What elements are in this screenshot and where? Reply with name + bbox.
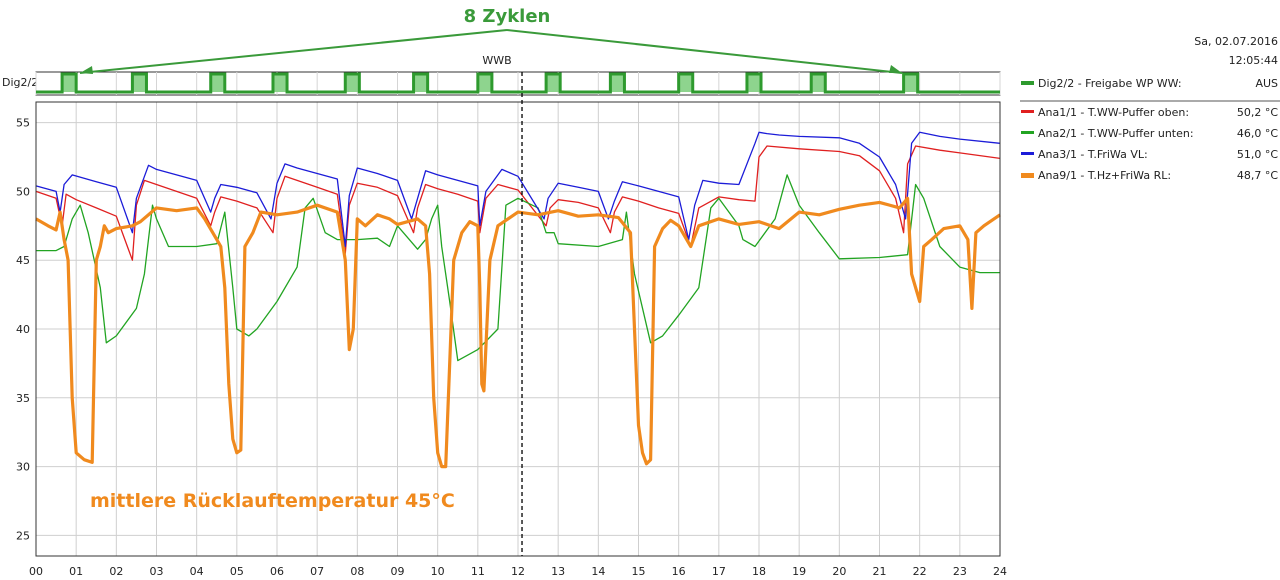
x-tick-label: 15 bbox=[632, 565, 646, 578]
x-tick-label: 23 bbox=[953, 565, 967, 578]
legend-value: 48,7 °C bbox=[1237, 169, 1278, 182]
y-tick-label: 30 bbox=[16, 461, 30, 474]
legend-label: Ana2/1 - T.WW-Puffer unten: bbox=[1038, 127, 1194, 140]
x-tick-label: 18 bbox=[752, 565, 766, 578]
x-tick-label: 03 bbox=[150, 565, 164, 578]
x-tick-label: 12 bbox=[511, 565, 525, 578]
x-tick-label: 19 bbox=[792, 565, 806, 578]
legend-value: 51,0 °C bbox=[1237, 148, 1278, 161]
x-tick-label: 01 bbox=[69, 565, 83, 578]
y-tick-label: 35 bbox=[16, 392, 30, 405]
legend-label: Ana3/1 - T.FriWa VL: bbox=[1038, 148, 1148, 161]
x-tick-label: 05 bbox=[230, 565, 244, 578]
legend-value: 50,2 °C bbox=[1237, 106, 1278, 119]
plot-frame bbox=[35, 101, 1001, 557]
series-line bbox=[35, 196, 1001, 469]
x-tick-label: 02 bbox=[109, 565, 123, 578]
x-tick-label: 22 bbox=[913, 565, 927, 578]
x-tick-label: 11 bbox=[471, 565, 485, 578]
y-tick-label: 45 bbox=[16, 254, 30, 267]
x-tick-label: 07 bbox=[310, 565, 324, 578]
legend-label: Ana9/1 - T.Hz+FriWa RL: bbox=[1038, 169, 1171, 182]
series-line bbox=[36, 174, 1000, 362]
legend-swatch bbox=[1021, 152, 1034, 155]
x-tick-label: 24 bbox=[993, 565, 1007, 578]
header-date: Sa, 02.07.2016 bbox=[1194, 35, 1278, 48]
y-tick-label: 55 bbox=[16, 117, 30, 130]
digital-signal-fill bbox=[62, 74, 918, 92]
x-tick-label: 09 bbox=[391, 565, 405, 578]
now-marker-label: WWB bbox=[482, 54, 511, 67]
x-axis-ticks: 00 01 02 03 04 05 06 07 08 09 10 11 12 13 14 15 16 17 18 19… bbox=[29, 565, 1007, 578]
series-line bbox=[35, 131, 1001, 248]
x-tick-label: 16 bbox=[672, 565, 686, 578]
x-tick-label: 08 bbox=[350, 565, 364, 578]
y-tick-label: 40 bbox=[16, 323, 30, 336]
plot-grid bbox=[35, 102, 1001, 556]
digital-signal-line bbox=[36, 72, 1000, 94]
y-tick-label: 50 bbox=[16, 185, 30, 198]
x-tick-label: 20 bbox=[832, 565, 846, 578]
legend-digital-label: Dig2/2 - Freigabe WP WW: bbox=[1038, 77, 1182, 90]
x-tick-label: 17 bbox=[712, 565, 726, 578]
legend-digital-value: AUS bbox=[1255, 77, 1278, 90]
return-temperature-annotation: mittlere Rücklauftemperatur 45°C bbox=[90, 490, 455, 512]
legend-swatch bbox=[1021, 110, 1034, 113]
legend-digital-swatch bbox=[1021, 81, 1034, 85]
digital-axis-label: Dig2/2 bbox=[2, 76, 38, 89]
plot-series bbox=[35, 131, 1001, 469]
cycles-annotation: 8 Zyklen bbox=[464, 6, 551, 27]
series-line bbox=[35, 145, 1001, 261]
legend: Dig2/2 - Freigabe WP WW: AUS Ana1/1 - T.… bbox=[1020, 77, 1280, 182]
cycles-arrows bbox=[79, 29, 903, 74]
x-tick-label: 04 bbox=[190, 565, 204, 578]
x-tick-label: 14 bbox=[591, 565, 605, 578]
x-tick-label: 00 bbox=[29, 565, 43, 578]
y-axis-ticks: 25 30 35 40 45 50 55 bbox=[16, 117, 30, 543]
x-tick-label: 21 bbox=[873, 565, 887, 578]
legend-value: 46,0 °C bbox=[1237, 127, 1278, 140]
legend-label: Ana1/1 - T.WW-Puffer oben: bbox=[1038, 106, 1189, 119]
x-tick-label: 10 bbox=[431, 565, 445, 578]
legend-swatch bbox=[1021, 131, 1034, 134]
legend-swatch bbox=[1021, 173, 1034, 178]
header-time: 12:05:44 bbox=[1229, 54, 1278, 67]
y-tick-label: 25 bbox=[16, 529, 30, 542]
x-tick-label: 13 bbox=[551, 565, 565, 578]
x-tick-label: 06 bbox=[270, 565, 284, 578]
